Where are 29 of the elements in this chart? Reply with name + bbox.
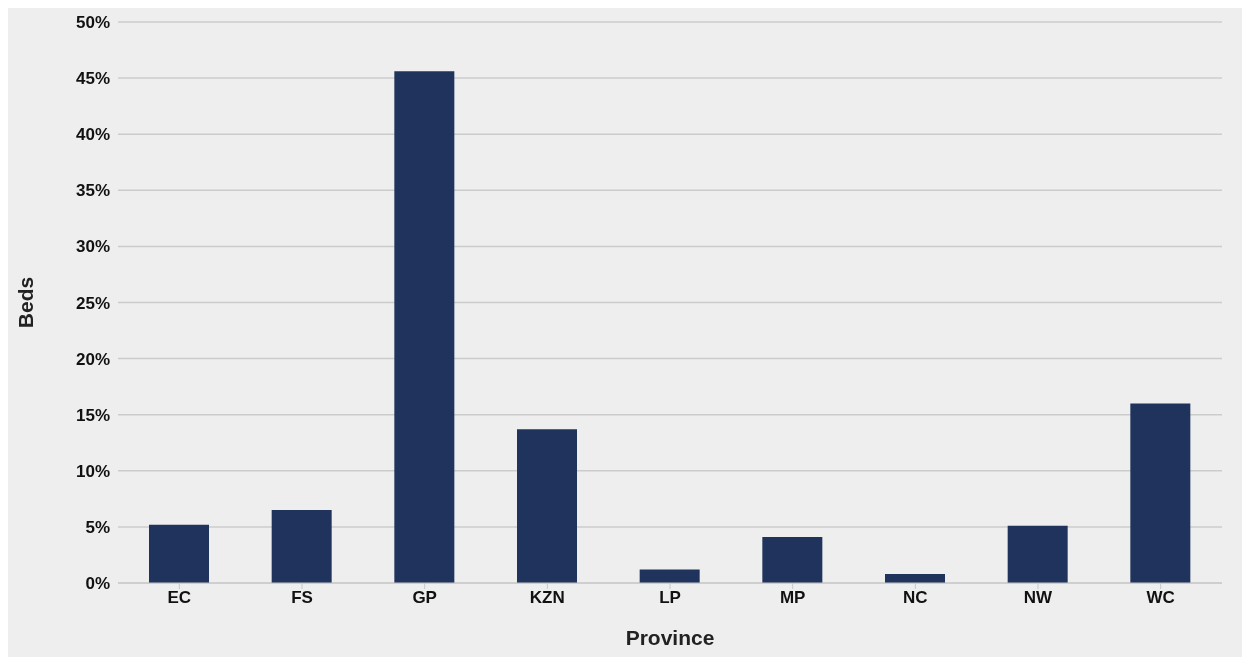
bar: [1007, 525, 1068, 583]
bar: [1130, 403, 1191, 583]
x-tick-label: LP: [659, 588, 681, 608]
y-tick-label: 5%: [85, 517, 110, 537]
x-tick-label: WC: [1146, 588, 1175, 608]
y-tick-label: 50%: [75, 13, 110, 33]
x-tick-label: NC: [903, 588, 928, 608]
y-tick-label: 15%: [75, 405, 110, 425]
y-axis-title: Beds: [14, 276, 38, 329]
bar: [149, 524, 209, 583]
x-tick-label: MP: [779, 588, 806, 608]
y-tick-label: 35%: [75, 181, 110, 201]
x-tick-label: GP: [412, 588, 437, 608]
x-tick-label: EC: [167, 588, 192, 608]
y-tick-label: 10%: [75, 461, 110, 481]
y-tick-label: 20%: [75, 349, 110, 369]
x-tick-label: KZN: [529, 588, 565, 608]
x-axis-title: Province: [625, 626, 715, 649]
bar: [517, 429, 577, 583]
y-tick-label: 30%: [75, 237, 110, 257]
x-tick-label: NW: [1023, 588, 1054, 608]
bar: [394, 71, 455, 583]
y-tick-label: 40%: [75, 125, 110, 145]
bar: [762, 537, 823, 583]
y-tick-label: 45%: [75, 69, 110, 89]
bar: [271, 510, 332, 583]
y-tick-label: 0%: [85, 574, 110, 594]
x-tick-label: FS: [291, 588, 313, 608]
y-tick-label: 25%: [75, 293, 110, 313]
